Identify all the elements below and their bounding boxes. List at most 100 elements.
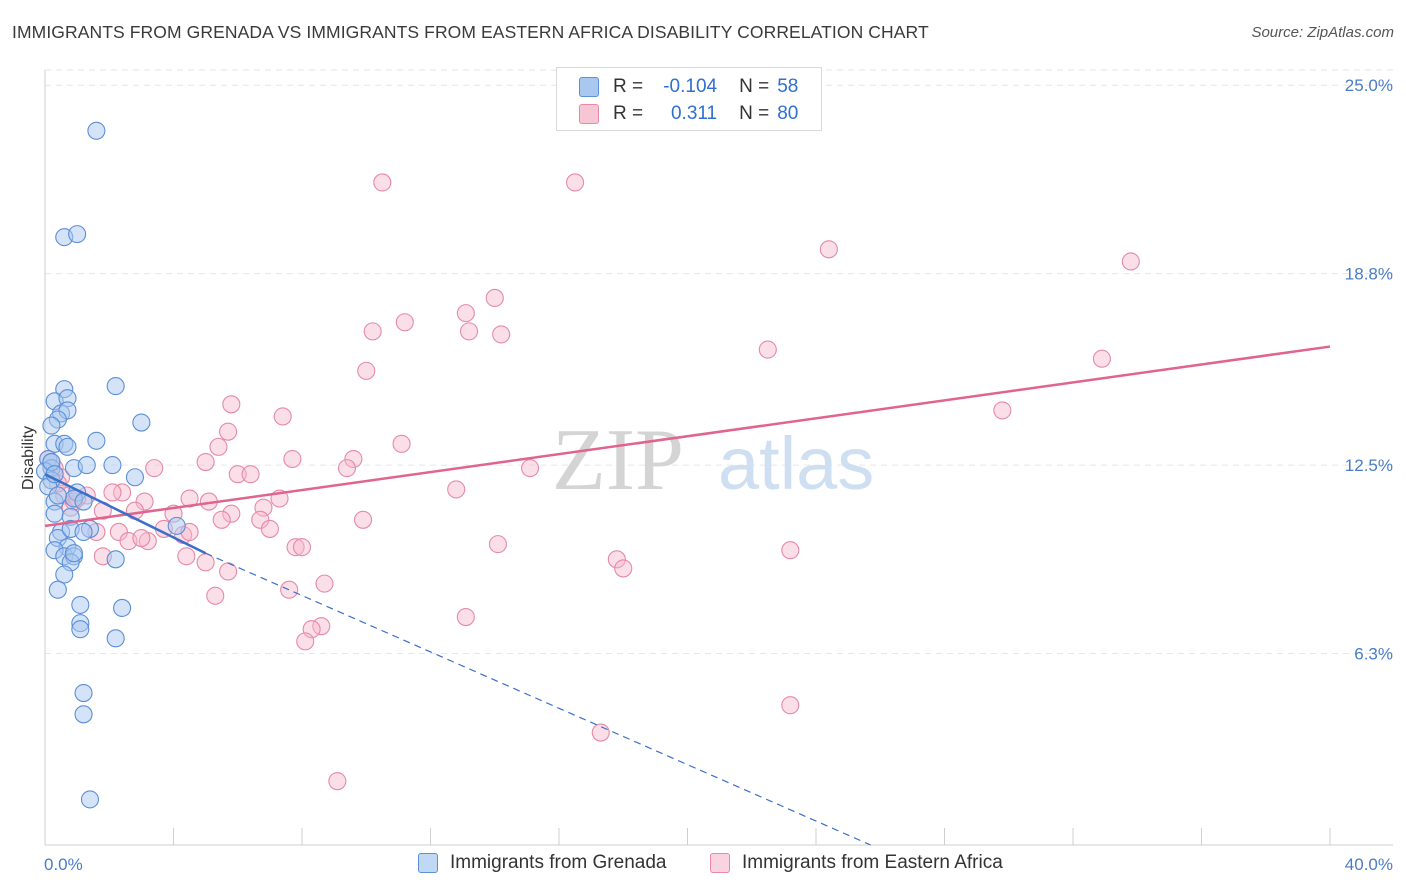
data-point-grenada[interactable] — [74, 705, 93, 724]
data-point-eastern-africa[interactable] — [177, 547, 196, 566]
data-point-grenada[interactable] — [167, 516, 186, 535]
legend-n-value: 80 — [777, 103, 799, 124]
data-point-eastern-africa[interactable] — [260, 519, 279, 538]
data-point-eastern-africa[interactable] — [614, 559, 633, 578]
data-point-grenada[interactable] — [42, 416, 61, 435]
data-point-grenada[interactable] — [125, 468, 144, 487]
data-point-eastern-africa[interactable] — [286, 538, 305, 557]
data-point-grenada[interactable] — [106, 377, 125, 396]
source-label: Source: ZipAtlas.com — [1251, 24, 1394, 41]
y-tick-label: 12.5% — [1345, 456, 1393, 475]
data-point-eastern-africa[interactable] — [392, 434, 411, 453]
data-point-grenada[interactable] — [106, 629, 125, 648]
data-point-eastern-africa[interactable] — [607, 550, 626, 569]
data-point-eastern-africa[interactable] — [328, 772, 347, 791]
data-point-eastern-africa[interactable] — [758, 340, 777, 359]
data-point-eastern-africa[interactable] — [103, 483, 122, 502]
data-point-grenada[interactable] — [64, 544, 83, 563]
data-point-eastern-africa[interactable] — [492, 325, 511, 344]
data-point-eastern-africa[interactable] — [209, 437, 228, 456]
legend-n-value: 58 — [777, 76, 799, 97]
data-point-eastern-africa[interactable] — [447, 480, 466, 499]
data-point-eastern-africa[interactable] — [337, 459, 357, 478]
data-point-eastern-africa[interactable] — [363, 322, 382, 341]
data-point-eastern-africa[interactable] — [521, 459, 540, 478]
data-point-eastern-africa[interactable] — [1092, 349, 1111, 368]
data-point-eastern-africa[interactable] — [292, 538, 312, 557]
data-point-grenada[interactable] — [48, 580, 67, 599]
data-point-grenada[interactable] — [74, 683, 93, 703]
data-point-eastern-africa[interactable] — [1121, 252, 1140, 271]
data-point-grenada[interactable] — [58, 437, 77, 456]
data-point-grenada[interactable] — [103, 456, 122, 475]
data-point-eastern-africa[interactable] — [296, 632, 315, 651]
data-point-eastern-africa[interactable] — [219, 422, 238, 441]
y-tick-label: 18.8% — [1345, 265, 1393, 284]
data-point-eastern-africa[interactable] — [459, 322, 479, 341]
data-point-eastern-africa[interactable] — [395, 313, 414, 332]
data-point-eastern-africa[interactable] — [241, 465, 260, 484]
legend-item-grenada[interactable]: Immigrants from Grenada — [418, 852, 666, 874]
data-point-eastern-africa[interactable] — [315, 574, 334, 593]
series-grenada-points — [35, 121, 186, 809]
data-point-eastern-africa[interactable] — [456, 608, 475, 627]
data-point-grenada[interactable] — [55, 565, 74, 584]
legend-row-grenada: R = -0.104 N = 58 — [579, 74, 798, 100]
data-point-eastern-africa[interactable] — [353, 510, 373, 529]
data-point-eastern-africa[interactable] — [344, 449, 363, 469]
data-point-grenada[interactable] — [71, 620, 90, 639]
data-point-grenada[interactable] — [113, 598, 132, 617]
data-point-eastern-africa[interactable] — [280, 580, 299, 599]
data-point-eastern-africa[interactable] — [357, 361, 376, 380]
data-point-eastern-africa[interactable] — [135, 492, 154, 511]
legend-swatch-grenada — [579, 77, 599, 97]
data-point-grenada[interactable] — [45, 504, 64, 523]
data-point-eastern-africa[interactable] — [993, 401, 1012, 420]
data-point-eastern-africa[interactable] — [781, 696, 800, 715]
data-point-grenada[interactable] — [87, 121, 106, 140]
data-point-eastern-africa[interactable] — [212, 510, 231, 529]
data-point-grenada[interactable] — [87, 431, 106, 450]
data-point-grenada[interactable] — [77, 456, 96, 475]
legend-item-eastern-africa[interactable]: Immigrants from Eastern Africa — [710, 852, 1003, 874]
data-point-eastern-africa[interactable] — [273, 407, 292, 426]
watermark-atlas: atlas — [718, 422, 874, 505]
data-point-eastern-africa[interactable] — [132, 528, 151, 548]
data-point-eastern-africa[interactable] — [180, 489, 199, 508]
legend-r-label: R = — [613, 76, 644, 97]
data-point-eastern-africa[interactable] — [373, 173, 392, 192]
data-point-eastern-africa[interactable] — [206, 586, 225, 605]
legend-r-label: R = — [613, 103, 644, 124]
data-point-eastern-africa[interactable] — [109, 522, 128, 542]
data-point-grenada[interactable] — [68, 225, 87, 244]
data-point-eastern-africa[interactable] — [566, 173, 585, 192]
data-point-eastern-africa[interactable] — [145, 459, 164, 478]
chart-title: IMMIGRANTS FROM GRENADA VS IMMIGRANTS FR… — [12, 22, 929, 42]
data-point-grenada[interactable] — [106, 550, 125, 569]
data-point-eastern-africa[interactable] — [312, 617, 331, 636]
data-point-eastern-africa[interactable] — [591, 723, 610, 742]
data-point-grenada[interactable] — [80, 790, 100, 809]
data-point-eastern-africa[interactable] — [781, 541, 800, 560]
data-point-eastern-africa[interactable] — [283, 449, 302, 469]
grid-layer — [45, 69, 1393, 655]
data-point-eastern-africa[interactable] — [113, 483, 132, 502]
data-point-eastern-africa[interactable] — [222, 395, 241, 414]
data-point-grenada[interactable] — [71, 595, 90, 614]
watermark-zip: ZIP — [552, 412, 684, 509]
data-point-eastern-africa[interactable] — [456, 304, 475, 323]
data-point-eastern-africa[interactable] — [485, 288, 504, 307]
data-point-grenada[interactable] — [132, 413, 151, 432]
data-point-eastern-africa[interactable] — [222, 504, 241, 523]
legend-swatch-eastern-africa — [710, 853, 730, 873]
data-point-grenada[interactable] — [74, 522, 93, 542]
data-point-eastern-africa[interactable] — [819, 240, 838, 259]
data-point-eastern-africa[interactable] — [488, 535, 508, 554]
data-point-eastern-africa[interactable] — [251, 510, 270, 529]
data-point-eastern-africa[interactable] — [196, 453, 215, 472]
data-point-grenada[interactable] — [48, 486, 67, 505]
data-point-eastern-africa[interactable] — [228, 465, 247, 484]
trendline-grenada-extrapolated — [205, 552, 871, 846]
axis-layer: 6.3% 12.5% 18.8% 25.0% 0.0% 40.0% — [44, 70, 1393, 874]
